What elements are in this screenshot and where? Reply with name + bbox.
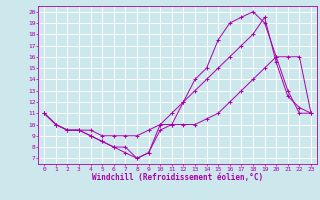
X-axis label: Windchill (Refroidissement éolien,°C): Windchill (Refroidissement éolien,°C) (92, 173, 263, 182)
